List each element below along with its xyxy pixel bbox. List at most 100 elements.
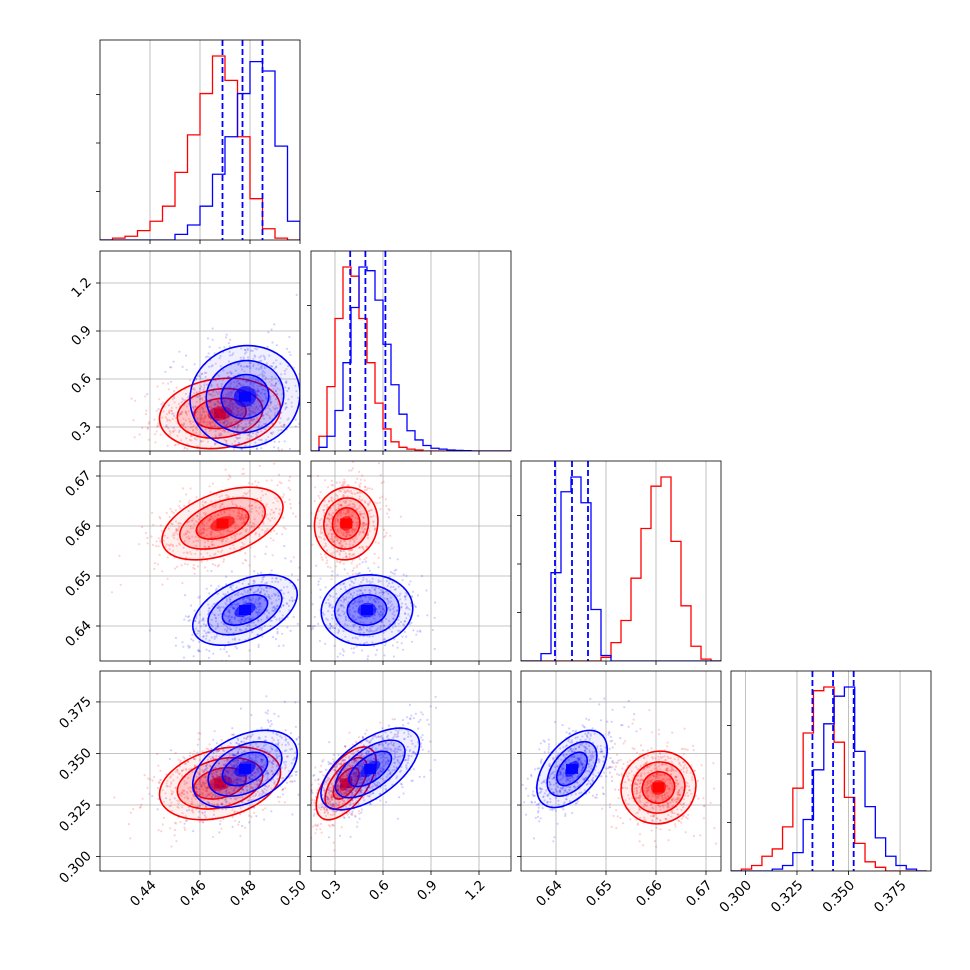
sample-point [222, 558, 226, 561]
sample-point [184, 532, 188, 535]
sample-point [212, 809, 216, 812]
sample-point [236, 759, 239, 762]
sample-point [248, 814, 251, 817]
sample-point [217, 550, 220, 553]
sample-point [266, 610, 269, 613]
sample-point [257, 389, 260, 392]
histogram-series-b [521, 476, 721, 661]
sample-point [225, 629, 229, 632]
sample-point [195, 787, 198, 791]
sample-point [191, 425, 194, 428]
sample-point [330, 613, 334, 617]
sample-point [358, 572, 361, 575]
sample-point [275, 507, 278, 510]
sample-point [383, 535, 386, 539]
sample-point [346, 572, 349, 575]
sample-point [213, 635, 216, 638]
sample-point [383, 637, 386, 641]
sample-point [236, 777, 239, 780]
panel-content [311, 461, 437, 661]
sample-point [213, 352, 216, 355]
sample-point [189, 487, 192, 490]
sample-point [339, 543, 342, 546]
sample-point [216, 750, 219, 753]
sample-point [187, 417, 191, 420]
sample-point [221, 429, 224, 433]
sample-point [222, 468, 224, 470]
sample-point [159, 778, 162, 781]
sample-point [265, 695, 268, 698]
sample-point [348, 534, 352, 537]
sample-point [319, 532, 322, 535]
sample-point [211, 756, 214, 759]
sample-point [217, 749, 220, 752]
sample-point [219, 648, 222, 651]
sample-point [192, 406, 195, 409]
sample-point [220, 503, 223, 506]
sample-point [216, 565, 219, 568]
sample-point [132, 807, 135, 811]
sample-point [237, 410, 240, 413]
sample-point [231, 727, 234, 730]
sample-point [180, 564, 183, 567]
sample-point [200, 792, 204, 796]
sample-point [300, 790, 302, 792]
sample-point [254, 436, 258, 439]
sample-point [248, 421, 251, 425]
sample-point [237, 779, 240, 783]
sample-point [374, 527, 377, 531]
sample-point [172, 790, 175, 794]
sample-point [188, 531, 191, 534]
sample-point [338, 552, 341, 555]
sample-point [233, 386, 236, 389]
sample-point [262, 790, 265, 793]
sample-point [165, 785, 168, 788]
sample-point [272, 431, 275, 434]
sample-point [215, 635, 218, 638]
sample-point [385, 504, 388, 507]
sample-point [228, 417, 231, 420]
sample-point [146, 427, 149, 430]
sample-point [233, 593, 237, 597]
sample-point [281, 393, 284, 396]
sample-point [146, 536, 149, 540]
sample-point [339, 514, 342, 517]
sample-point [200, 385, 203, 388]
sample-point [210, 517, 213, 520]
sample-point [234, 420, 237, 424]
sample-point [231, 402, 234, 405]
sample-point [336, 494, 339, 498]
sample-point [337, 609, 340, 612]
sample-point [230, 787, 233, 790]
sample-point [238, 362, 241, 365]
sample-point [351, 492, 354, 495]
sample-point [198, 640, 201, 644]
sample-point [179, 412, 182, 416]
sample-point [372, 524, 375, 527]
sample-point [232, 412, 235, 415]
sample-point [256, 385, 259, 388]
sample-point [249, 618, 252, 621]
sample-point [269, 519, 272, 522]
sample-point [365, 641, 368, 644]
sample-point [193, 387, 196, 390]
sample-point [272, 501, 275, 504]
sample-point [293, 366, 296, 369]
sample-point [188, 619, 191, 622]
sample-point [241, 472, 244, 476]
sample-point [259, 392, 263, 395]
sample-point [321, 389, 323, 391]
sample-point [165, 425, 168, 429]
panel-border [730, 670, 932, 872]
sample-point [325, 503, 328, 506]
sample-point [297, 743, 300, 746]
sample-point [169, 543, 172, 546]
sample-point [176, 768, 179, 772]
sample-point [226, 494, 229, 497]
sample-point [201, 531, 204, 534]
sample-point [262, 399, 265, 403]
sample-point [281, 614, 284, 617]
sample-point [193, 523, 196, 526]
sample-point [340, 484, 343, 488]
sample-point [237, 407, 240, 410]
